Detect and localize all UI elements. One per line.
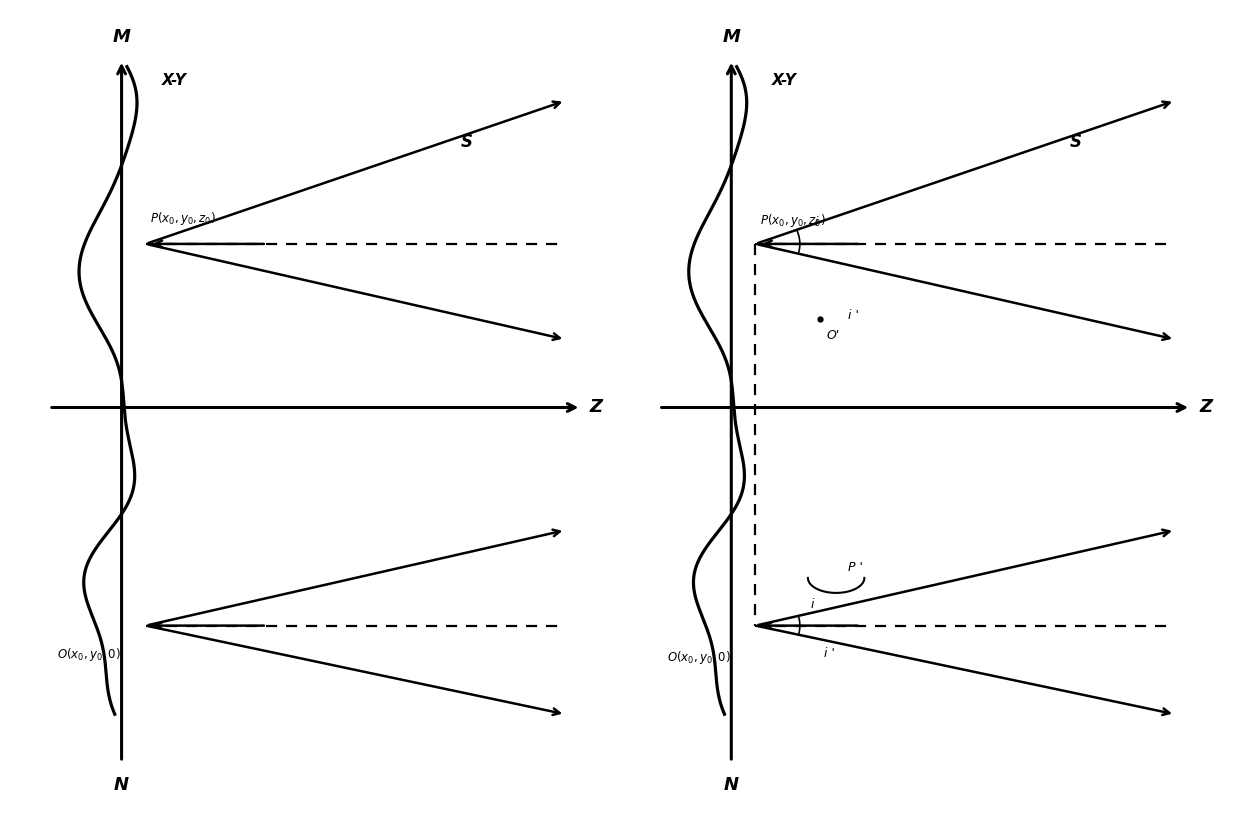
Text: i: i: [810, 597, 813, 610]
Text: S: S: [1070, 133, 1083, 151]
Text: S: S: [460, 133, 472, 151]
Text: M: M: [723, 29, 740, 46]
Text: $O(x_0,y_0,0)$: $O(x_0,y_0,0)$: [57, 646, 122, 663]
Text: X-Y: X-Y: [771, 73, 796, 88]
Text: P ': P ': [848, 562, 863, 575]
Text: N: N: [724, 776, 739, 794]
Text: M: M: [113, 29, 130, 46]
Text: $P(x_0,y_0,z_0)$: $P(x_0,y_0,z_0)$: [150, 210, 216, 227]
Text: O': O': [827, 329, 839, 342]
Text: i: i: [815, 216, 817, 229]
Text: N: N: [114, 776, 129, 794]
Text: i ': i ': [825, 647, 835, 660]
Text: Z: Z: [1199, 399, 1211, 416]
Text: $P(x_0,y_0,z_0)$: $P(x_0,y_0,z_0)$: [760, 212, 826, 229]
Text: Z: Z: [589, 399, 603, 416]
Text: $O(x_0,y_0,0)$: $O(x_0,y_0,0)$: [667, 650, 730, 667]
Text: X-Y: X-Y: [162, 73, 187, 88]
Text: i ': i ': [848, 309, 859, 322]
